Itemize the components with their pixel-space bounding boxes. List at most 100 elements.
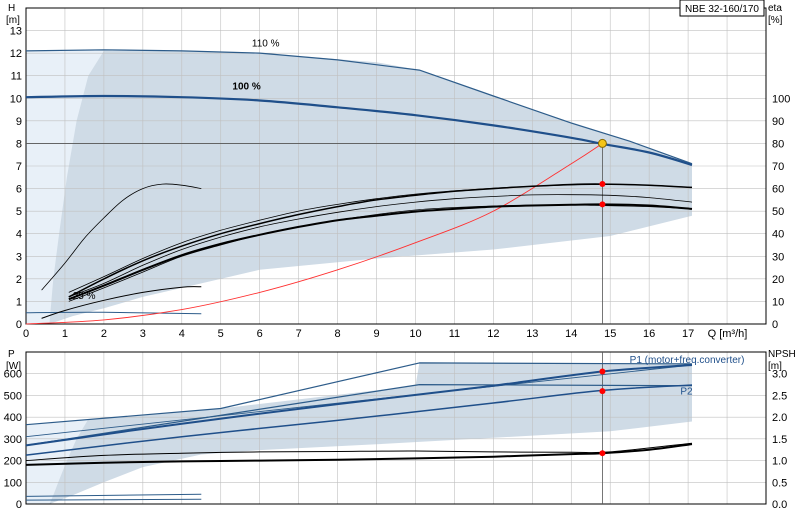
- x-tick-label: 7: [296, 328, 302, 340]
- y2-axis-unit: [%]: [768, 15, 783, 26]
- operating-envelope: [26, 49, 692, 325]
- low-flow-region: [26, 419, 89, 504]
- y-tick-label: 8: [16, 138, 22, 150]
- y2-axis-unit: [m]: [768, 361, 782, 372]
- series-eta-thin: [68, 194, 693, 298]
- curve-label: P2: [680, 386, 693, 397]
- y-tick-label: 9: [16, 116, 22, 128]
- chart-title: NBE 32-160/170: [685, 4, 759, 15]
- y2-tick-label: 0.0: [772, 499, 787, 511]
- y2-tick-label: 3.0: [772, 369, 787, 381]
- series-p2-max: [25, 384, 693, 446]
- plot-frame: [25, 7, 767, 325]
- chart-title-box: NBE 32-160/170: [679, 0, 765, 17]
- y-tick-label: 6: [16, 184, 22, 196]
- speed-label: 110 %: [252, 38, 280, 49]
- series-p-min: [25, 498, 202, 501]
- y2-tick-label: 1.0: [772, 456, 787, 468]
- y2-tick-label: 0: [772, 319, 778, 331]
- y2-axis-title: NPSH: [768, 349, 796, 360]
- x-tick-label: 1: [62, 328, 68, 340]
- y2-axis-title: eta: [768, 3, 782, 14]
- y-tick-label: 400: [4, 412, 22, 424]
- marker-p2-point: [599, 388, 606, 395]
- x-tick-label: 4: [179, 328, 185, 340]
- bottom-labels: P1 (motor+freq.converter) P2: [630, 355, 745, 397]
- speed-label: 100 %: [232, 81, 260, 92]
- title-frame: [679, 0, 765, 17]
- x-axis-title: Q [m³/h]: [708, 328, 748, 340]
- series-eta-thick-110: [68, 183, 693, 298]
- series-head-min: [25, 311, 202, 315]
- y2-tick-label: 2.5: [772, 390, 787, 402]
- x-tick-label: 16: [643, 328, 655, 340]
- y2-tick-label: 0.5: [772, 477, 787, 489]
- x-tick-label: 2: [101, 328, 107, 340]
- y-tick-label: 100: [4, 477, 22, 489]
- y2-tick-label: 2.0: [772, 412, 787, 424]
- top-series: [25, 49, 693, 325]
- series-eta-25: [41, 286, 202, 319]
- y-tick-label: 10: [10, 93, 22, 105]
- series-npsh-main: [25, 443, 693, 466]
- series-head-max: [25, 49, 693, 165]
- y-tick-label: 12: [10, 48, 22, 60]
- y-tick-label: 0: [16, 319, 22, 331]
- x-tick-label: 6: [257, 328, 263, 340]
- x-tick-label: 13: [526, 328, 538, 340]
- x-tick-label: 8: [335, 328, 341, 340]
- marker-eta-point: [599, 201, 606, 208]
- y2-tick-label: 1.5: [772, 434, 787, 446]
- y-tick-label: 0: [16, 499, 22, 511]
- x-tick-label: 0: [23, 328, 29, 340]
- y2-tick-label: 90: [772, 116, 784, 128]
- marker-npsh-point: [599, 450, 606, 457]
- speed-label: 25 %: [73, 291, 96, 302]
- marker-p1-point: [599, 368, 606, 375]
- x-tick-label: 17: [682, 328, 694, 340]
- y-tick-label: 7: [16, 161, 22, 173]
- x-axis: 0 1 2 3 4 5 6 7 8 9 10 11 12 13 14 15 16 17 Q [m³/h]: [23, 328, 747, 340]
- y-axis-title: H: [8, 3, 15, 14]
- x-tick-label: 11: [449, 328, 460, 340]
- plot-frame: [25, 351, 767, 505]
- y2-tick-label: 80: [772, 138, 784, 150]
- x-tick-label: 9: [373, 328, 379, 340]
- y2-tick-label: 30: [772, 251, 784, 263]
- y-tick-label: 300: [4, 434, 22, 446]
- y-tick-label: 13: [10, 26, 22, 38]
- operating-envelope: [26, 362, 692, 504]
- y-tick-label: 4: [16, 229, 22, 241]
- y2-tick-label: 40: [772, 229, 784, 241]
- y-tick-label: 5: [16, 206, 22, 218]
- x-tick-label: 15: [604, 328, 616, 340]
- series-system-curve: [25, 143, 603, 325]
- x-tick-label: 5: [218, 328, 224, 340]
- y-axis-title: P: [8, 349, 15, 360]
- y-tick-label: 1: [16, 296, 22, 308]
- y2-tick-label: 100: [772, 93, 790, 105]
- marker-eta-point: [599, 181, 606, 188]
- x-tick-label: 3: [140, 328, 146, 340]
- y2-tick-label: 60: [772, 184, 784, 196]
- top-annotations: 110 % 100 % 25 %: [73, 38, 280, 302]
- marker-duty-point: [597, 138, 607, 148]
- x-tick-label: 12: [487, 328, 499, 340]
- y-tick-label: 200: [4, 456, 22, 468]
- x-tick-label: 10: [409, 328, 421, 340]
- panel-head-efficiency: 0123456789101112130102030405060708090100…: [6, 3, 790, 331]
- series-p1-max: [25, 362, 693, 426]
- y-tick-label: 3: [16, 251, 22, 263]
- bottom-series: [25, 362, 693, 501]
- y2-tick-label: 50: [772, 206, 784, 218]
- y-axis-unit: [W]: [6, 361, 21, 372]
- y-tick-label: 11: [11, 71, 22, 83]
- series-eta-thick-100: [68, 203, 693, 301]
- y-tick-label: 2: [16, 274, 22, 286]
- series-head-main: [25, 94, 693, 166]
- curve-label: P1 (motor+freq.converter): [630, 355, 745, 366]
- series-eta-thin: [41, 183, 202, 291]
- y-tick-label: 600: [4, 369, 22, 381]
- series-p-min: [25, 493, 202, 497]
